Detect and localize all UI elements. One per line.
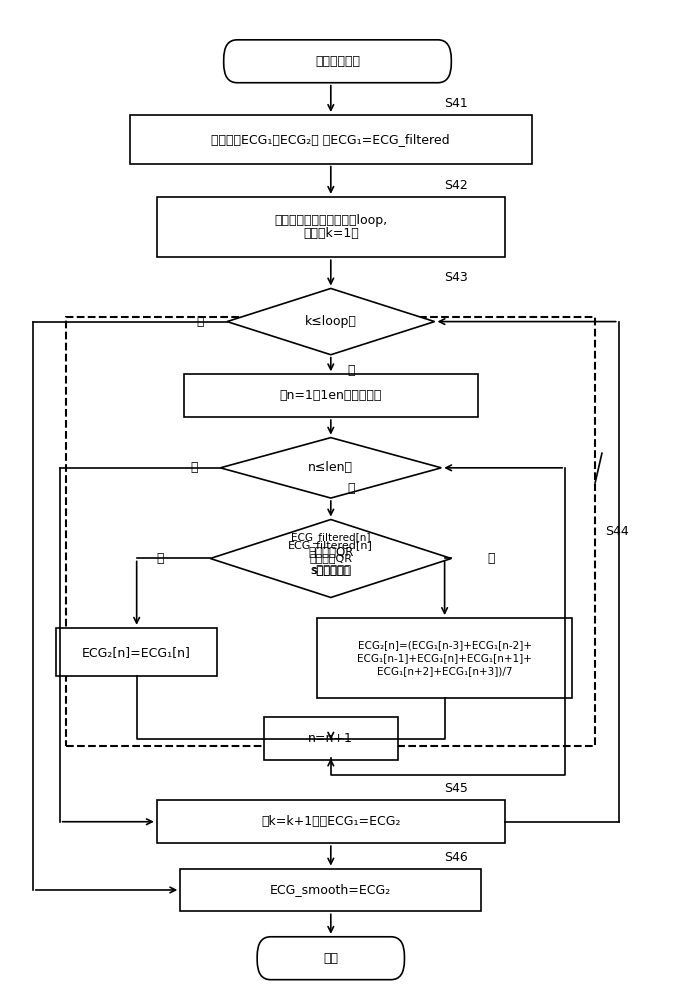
Bar — [264, 717, 398, 760]
Text: 令n=1，1en为信号长度: 令n=1，1en为信号长度 — [279, 389, 382, 402]
FancyBboxPatch shape — [223, 40, 452, 83]
Polygon shape — [220, 438, 441, 498]
Polygon shape — [227, 288, 435, 355]
Bar — [184, 374, 478, 417]
Text: 否: 否 — [196, 315, 204, 328]
Text: ECG_filtered[n]: ECG_filtered[n] — [291, 532, 371, 543]
Text: S45: S45 — [445, 782, 468, 795]
Text: 否: 否 — [488, 552, 495, 565]
Text: n=n+1: n=n+1 — [308, 732, 353, 745]
Polygon shape — [211, 519, 452, 597]
FancyBboxPatch shape — [257, 937, 404, 980]
Text: 否: 否 — [190, 461, 198, 474]
Bar — [317, 618, 572, 698]
Text: 令线性平滑滤波总次数为loop,: 令线性平滑滤波总次数为loop, — [274, 214, 387, 227]
Text: 是: 是 — [347, 364, 354, 377]
Text: 是: 是 — [157, 552, 164, 565]
Text: 结束: 结束 — [323, 952, 338, 965]
Bar — [130, 115, 532, 164]
Text: 是: 是 — [347, 482, 354, 495]
Text: 令k=k+1，且ECG₁=ECG₂: 令k=k+1，且ECG₁=ECG₂ — [261, 815, 400, 828]
Text: ECG_smooth=ECG₂: ECG_smooth=ECG₂ — [270, 883, 391, 896]
Text: 是否处于QR: 是否处于QR — [309, 553, 352, 563]
Text: ECG₂[n]=ECG₁[n]: ECG₂[n]=ECG₁[n] — [82, 646, 191, 659]
Text: 令变量k=1；: 令变量k=1； — [303, 227, 358, 240]
Bar — [180, 869, 481, 911]
Bar — [56, 628, 217, 676]
Bar — [157, 197, 505, 257]
Text: ECG₁[n+2]+ECG₁[n+3])/7: ECG₁[n+2]+ECG₁[n+3])/7 — [377, 666, 512, 676]
Text: S43: S43 — [445, 271, 468, 284]
Bar — [66, 317, 595, 746]
Text: 是否处于QR: 是否处于QR — [308, 546, 354, 559]
Text: S46: S46 — [445, 851, 468, 864]
Text: s间期之内？: s间期之内？ — [310, 564, 352, 577]
Text: ECG_filtered[n]: ECG_filtered[n] — [288, 540, 373, 551]
Bar — [157, 800, 505, 843]
Text: 建立信号ECG₁和ECG₂， 令ECG₁=ECG_filtered: 建立信号ECG₁和ECG₂， 令ECG₁=ECG_filtered — [211, 133, 450, 146]
Text: n≤len？: n≤len？ — [308, 461, 353, 474]
Text: S42: S42 — [445, 179, 468, 192]
Text: S44: S44 — [605, 525, 629, 538]
Text: S41: S41 — [445, 97, 468, 110]
Text: k≤loop？: k≤loop？ — [305, 315, 357, 328]
Text: ECG₁[n-1]+ECG₁[n]+ECG₁[n+1]+: ECG₁[n-1]+ECG₁[n]+ECG₁[n+1]+ — [357, 653, 532, 663]
Text: s间期之内？: s间期之内？ — [311, 566, 350, 576]
Text: ECG₂[n]=(ECG₁[n-3]+ECG₁[n-2]+: ECG₂[n]=(ECG₁[n-3]+ECG₁[n-2]+ — [358, 640, 532, 650]
Text: 分段线性平滑: 分段线性平滑 — [315, 55, 360, 68]
